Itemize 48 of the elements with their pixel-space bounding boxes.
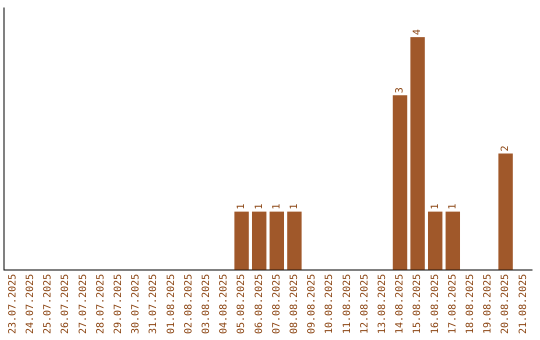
bar (446, 212, 460, 270)
x-tick-label: 19.08.2025 (482, 274, 494, 334)
x-tick-label: 16.08.2025 (430, 274, 441, 334)
x-tick-label: 29.07.2025 (112, 274, 124, 334)
x-tick-label: 18.08.2025 (464, 274, 476, 334)
bar (252, 212, 266, 270)
x-tick-label: 04.08.2025 (218, 274, 230, 334)
data-label: 1 (254, 204, 265, 210)
x-tick-label: 24.07.2025 (24, 274, 36, 334)
x-tick-label: 08.08.2025 (288, 274, 300, 334)
x-tick-label: 03.08.2025 (200, 274, 212, 334)
data-label: 1 (236, 204, 248, 210)
data-label: 2 (500, 145, 512, 152)
x-tick-label: 15.08.2025 (412, 274, 424, 334)
x-tick-label: 17.08.2025 (447, 274, 458, 334)
data-label: 1 (430, 204, 441, 210)
bar (287, 212, 302, 270)
x-tick-label: 05.08.2025 (236, 274, 248, 334)
x-tick-label: 31.07.2025 (148, 274, 160, 334)
x-tick-label: 12.08.2025 (359, 274, 370, 334)
x-tick-label: 11.08.2025 (342, 274, 353, 334)
x-tick-label: 30.07.2025 (130, 274, 142, 334)
data-label: 3 (394, 87, 406, 94)
x-tick-label: 28.07.2025 (95, 274, 106, 334)
x-tick-label: 10.08.2025 (324, 274, 336, 334)
x-tick-label: 09.08.2025 (306, 274, 318, 334)
bar (234, 212, 249, 270)
data-label: 1 (288, 204, 300, 210)
bar (392, 95, 408, 270)
x-tick-label: 06.08.2025 (254, 274, 265, 334)
x-tick-label: 13.08.2025 (376, 274, 388, 334)
x-tick-label: 25.07.2025 (42, 274, 54, 334)
x-tick-label: 26.07.2025 (60, 274, 72, 334)
x-tick-label: 23.07.2025 (7, 274, 18, 334)
data-label: 4 (412, 29, 424, 36)
x-tick-label: 07.08.2025 (271, 274, 282, 334)
x-tick-label: 14.08.2025 (394, 274, 406, 334)
x-tick-label: 20.08.2025 (500, 274, 512, 334)
bar (270, 212, 284, 270)
x-tick-label: 01.08.2025 (166, 274, 177, 334)
x-tick-label: 21.08.2025 (518, 274, 529, 334)
bar (428, 212, 442, 270)
x-tick-label: 02.08.2025 (183, 274, 194, 334)
bar (410, 37, 425, 270)
x-tick-label: 27.07.2025 (78, 274, 89, 334)
bar (498, 153, 513, 270)
data-label: 1 (447, 204, 458, 210)
data-label: 1 (271, 204, 282, 210)
